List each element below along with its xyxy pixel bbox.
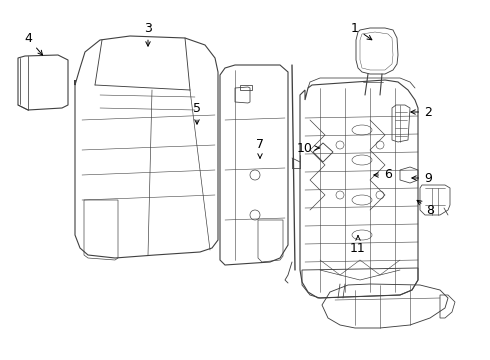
Text: 6: 6 [374,168,392,181]
Text: 5: 5 [193,102,201,124]
Text: 11: 11 [350,236,366,255]
Text: 10: 10 [297,141,319,154]
Text: 2: 2 [411,105,432,118]
Text: 7: 7 [256,139,264,158]
Text: 9: 9 [412,171,432,184]
Text: 1: 1 [351,22,372,40]
Text: 3: 3 [144,22,152,46]
Text: 4: 4 [24,31,43,55]
Text: 8: 8 [417,200,434,216]
